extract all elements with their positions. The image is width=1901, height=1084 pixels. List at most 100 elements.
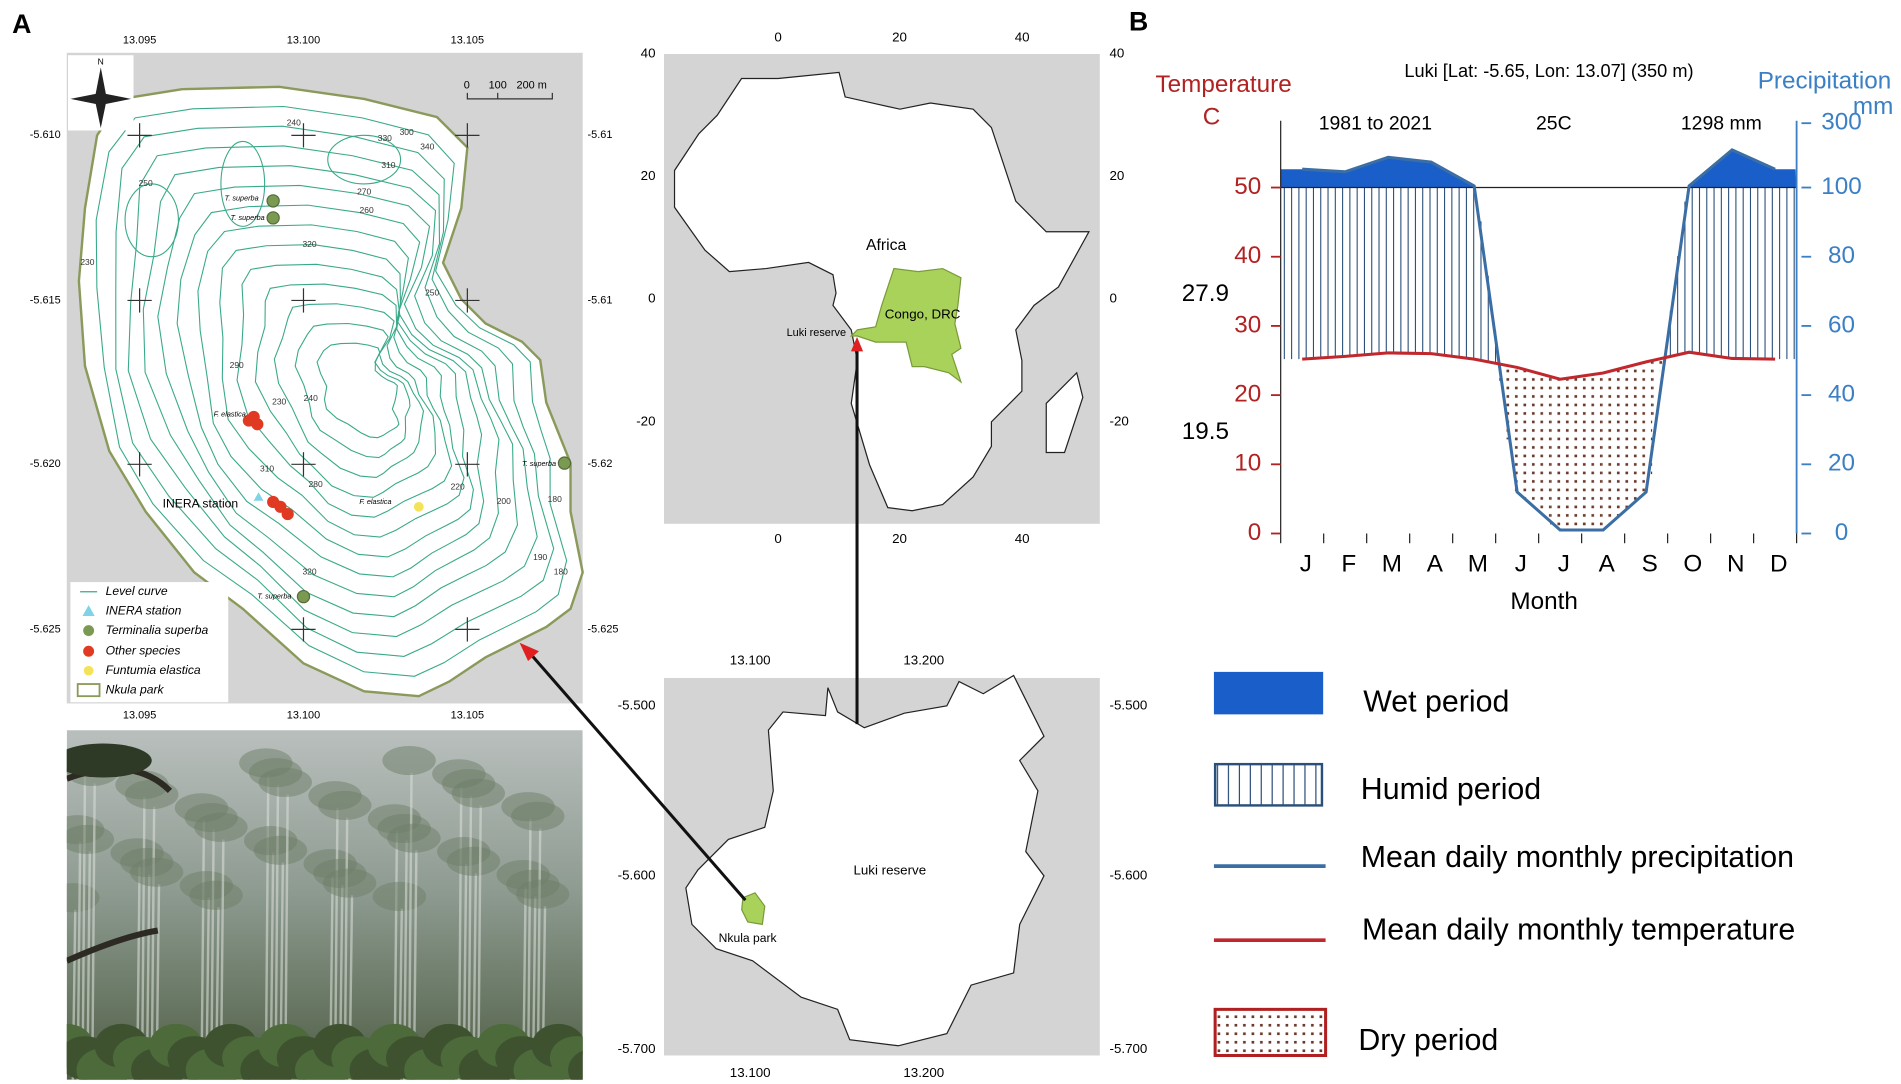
contour-label: 250 [425,287,439,297]
contour-label: 230 [272,397,286,407]
scale-bar [466,92,553,100]
arrowhead [850,336,864,352]
y2-axis-title: Precipitation [1758,67,1892,94]
x-tick-label: D [1770,550,1788,577]
dry-dots [1579,375,1587,531]
legend-label: Level curve [106,584,168,598]
y-axis-title: Temperature [1156,71,1292,98]
photo-canopy [372,881,427,912]
dry-dots [1506,366,1514,440]
site-marker [557,456,572,470]
site-label: T. superba [257,592,291,601]
contour-label: 240 [287,117,301,127]
series-line [1302,148,1776,532]
dry-dots [1528,371,1536,506]
photo-trunk [91,783,96,1080]
panel-label: B [1129,7,1148,37]
contour-line [176,204,485,578]
photo-trunk [526,818,532,1080]
legend-symbol [83,625,95,637]
contour-line [95,105,568,677]
contour-label: 250 [139,178,153,188]
legend-label: Mean daily monthly precipitation [1361,841,1794,874]
x-tick-label: J [1300,550,1312,577]
contour-label: 230 [80,257,94,267]
y-tick-label: -5.700 [1110,1041,1148,1056]
site-label: T. superba [522,459,556,468]
photo-bush [568,1050,583,1080]
contour-label: 180 [554,567,568,577]
contour-line [197,224,474,558]
y-tick-label: -5.625 [30,623,61,635]
legend-label: Wet period [1363,685,1509,718]
x-tick-label: 13.105 [451,709,484,721]
contour-label: 320 [302,567,316,577]
legend-swatch [1213,671,1324,715]
site-label: F. elastica [214,409,246,418]
photo-leaves [66,743,152,778]
contour-line [254,283,437,498]
dry-dots [1623,366,1631,510]
photo-canopy [66,883,100,913]
y-tick-label: 0 [1248,519,1261,546]
x-axis-title: Month [1510,588,1577,615]
contour-label: 320 [302,239,316,249]
drc [849,267,963,384]
x-tick-label: 13.100 [287,709,320,721]
y-tick-label: 0 [1110,291,1117,306]
photo-trunk [264,775,270,1080]
y-tick-label: 20 [1234,381,1261,408]
x-tick-label: J [1558,550,1570,577]
map-label: Nkula park [719,931,778,945]
y2-tick-label: 0 [1835,519,1849,546]
y-tick-label: 10 [1234,450,1261,477]
contour-label: 200 [497,496,511,506]
site-label: T. superba [225,193,259,202]
contour-label: 280 [309,479,323,489]
photo-trunk [477,805,482,1080]
photo-trunk [150,806,156,1080]
site-marker [274,500,287,513]
map-legend [70,582,229,703]
dry-dots [1557,379,1565,531]
site-label: INERA station [163,497,238,511]
y2-tick-label: 80 [1828,242,1855,269]
contour-line [127,145,538,638]
legend-label: Mean daily monthly temperature [1362,914,1795,947]
annotation: 25C [1536,113,1572,135]
dry-dots [1542,375,1551,518]
y-tick-label: -5.600 [618,867,656,882]
forest-photo [66,730,583,1080]
series-line [1302,350,1776,381]
x-tick-label: 0 [774,30,781,45]
y-tick-label: -5.700 [618,1041,656,1056]
y-tick-label: -20 [1110,413,1129,428]
map-label: Luki reserve [787,327,846,339]
extreme-label: 19.5 [1182,418,1229,445]
y-tick-label: 0 [648,291,655,306]
contour-label: 240 [304,393,318,403]
x-tick-label: 40 [1015,531,1030,546]
photo-canopy [125,779,179,810]
y-tick-label: -5.620 [30,458,61,470]
site-label: F. elastica [359,497,391,506]
legend-label: Terminalia superba [106,623,209,637]
arrowhead [519,642,539,661]
legend-symbol [76,683,101,698]
nkula-park [741,892,766,926]
photo-canopy [446,846,501,876]
contour-label: 270 [357,187,371,197]
x-tick-label: 40 [1015,30,1030,45]
x-tick-label: 13.105 [451,35,484,47]
dry-dots [1535,373,1543,512]
x-tick-label: S [1642,550,1658,577]
dry-dots [1550,377,1558,525]
photo-canopy [322,868,377,898]
dry-dots [1572,376,1580,531]
x-tick-label: 0 [774,531,781,546]
x-tick-label: 13.200 [903,652,944,667]
dry-dots [1593,373,1602,531]
africa [673,71,1090,512]
x-tick-label: A [1427,550,1444,577]
x-tick-label: 13.095 [123,35,156,47]
